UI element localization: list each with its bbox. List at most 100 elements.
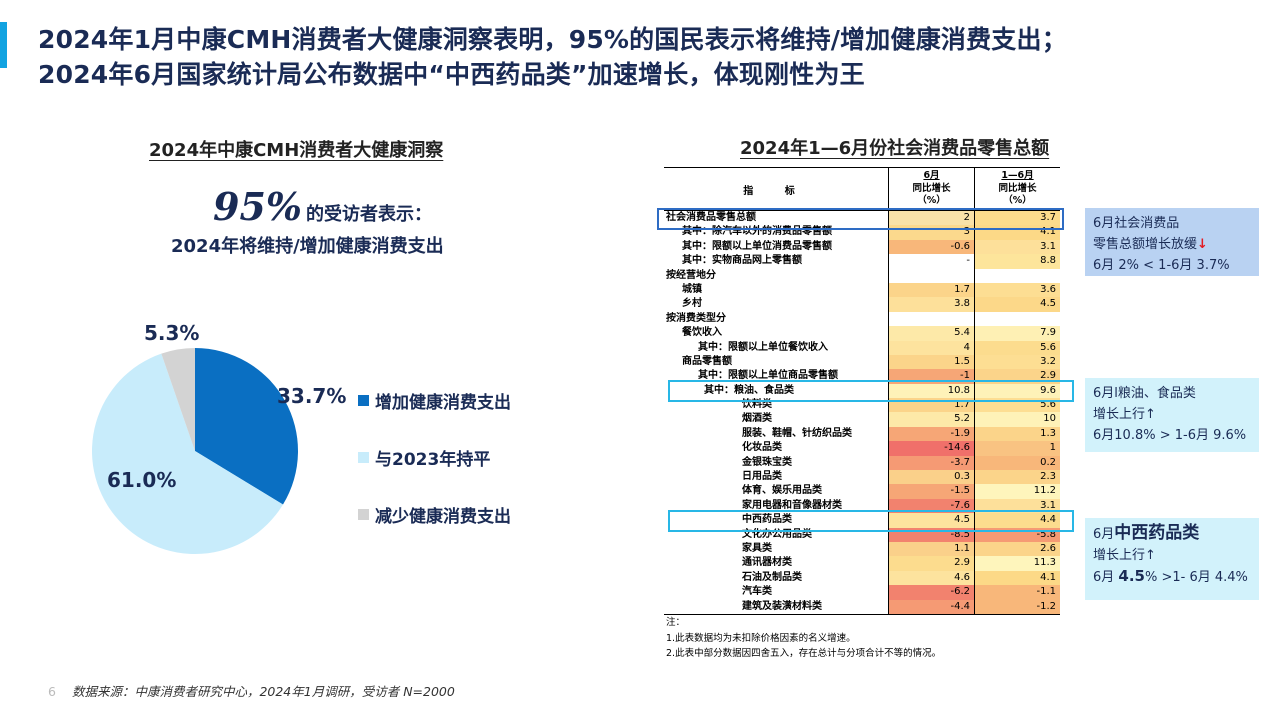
callout-1-line-2: 零售总额增长放缓↓ [1093,234,1251,255]
table-row: 体育、娱乐用品类 -1.5 11.2 [664,484,1060,499]
header-june-metric: 同比增长 [912,182,951,194]
row-h1-growth: 11.2 [974,484,1060,499]
row-h1-growth: 3.1 [974,498,1060,514]
table-row: 服装、鞋帽、针纺织品类 -1.9 1.3 [664,426,1060,442]
row-june-growth: 0.3 [888,470,974,485]
callout-3-line-3: 6月 4.5% >1- 6月 4.4% [1093,566,1251,588]
row-june-growth: -14.6 [888,441,974,456]
row-june-growth [888,268,974,283]
row-june-growth: -1.9 [888,426,974,442]
row-indicator: 其中：实物商品网上零售额 [682,255,802,267]
row-june-growth: 1.1 [888,541,974,557]
headline-stat: 95% 的受访者表示： [213,184,432,229]
table-row: 家具类 1.1 2.6 [664,541,1060,557]
row-h1-growth: 4.4 [974,513,1060,528]
row-june-growth: -3.7 [888,455,974,471]
table-row: 其中：实物商品网上零售额 -8.8 [664,254,1060,269]
row-june-growth: 10.8 [888,383,974,399]
row-h1-growth: 3.6 [974,282,1060,298]
pie-legend: 增加健康消费支出 与2023年持平 减少健康消费支出 [358,372,511,543]
header-h1-unit: （%） [1003,195,1032,206]
row-indicator: 文化办公用品类 [742,528,812,540]
row-indicator: 中西药品类 [742,514,792,526]
header-h1-metric: 同比增长 [998,182,1037,194]
row-indicator: 汽车类 [742,586,772,598]
table-row: 其中：限额以上单位消费品零售额 -0.6 3.1 [664,239,1060,255]
row-h1-growth: -1.1 [974,585,1060,600]
indicator-header: 指 标 [743,185,809,197]
row-june-growth: -6.2 [888,585,974,600]
callout-2-line-3: 6月10.8% > 1-6月 9.6% [1093,428,1247,443]
row-indicator: 金银珠宝类 [742,456,792,468]
row-june-growth: -0.6 [888,239,974,255]
row-indicator: 日用品类 [742,471,782,483]
table-row: 通讯器材类 2.9 11.3 [664,556,1060,571]
title-accent-bar [0,22,7,68]
table-row: 家用电器和音像器材类 -7.6 3.1 [664,498,1060,514]
callout-3-comparison: % >1- 6月 4.4% [1144,570,1248,585]
row-h1-growth: 10 [974,412,1060,427]
highlight-total-retail [657,208,1064,230]
table-row: 城镇 1.7 3.6 [664,282,1060,298]
row-indicator: 其中：粮油、食品类 [704,384,794,396]
page-number: 6 [48,684,56,699]
row-indicator: 按经营地分 [666,269,716,281]
row-indicator: 体育、娱乐用品类 [742,485,822,497]
row-indicator: 社会消费品零售总额 [666,212,756,223]
row-indicator: 餐饮收入 [682,327,722,339]
row-indicator: 饮料类 [742,399,772,411]
down-arrow-icon: ↓ [1197,237,1208,252]
source-text: 数据来源：中康消费者研究中心，2024年1月调研，受访者 N=2000 [71,684,455,699]
row-indicator: 烟酒类 [742,413,772,425]
table-row: 社会消费品零售总额 2 3.7 [664,211,1060,226]
legend-swatch-same [358,452,369,463]
table-row: 石油及制品类 4.6 4.1 [664,570,1060,586]
header-june-unit: （%） [917,195,946,206]
callout-1-text: 零售总额增长放缓 [1093,237,1198,252]
row-h1-growth: -1.2 [974,599,1060,614]
highlight-medicine [668,510,1074,532]
row-h1-growth: 5.6 [974,340,1060,355]
row-indicator: 城镇 [682,283,702,295]
row-indicator: 其中：限额以上单位商品零售额 [698,370,838,382]
row-h1-growth: 2.6 [974,541,1060,557]
pie-label-increase: 33.7% [277,384,346,408]
retail-sales-table: 指 标 6月 同比增长 （%） 1—6月 同比增长 （%） 社会消费品零售总额 2… [664,167,1060,615]
callout-3-category: 中西药品类 [1114,523,1200,543]
pie-slice-same [91,353,283,554]
legend-swatch-increase [358,395,369,406]
row-june-growth: 4.6 [888,570,974,586]
row-june-growth: 5.2 [888,412,974,427]
row-june-growth: 1.7 [888,282,974,298]
row-june-growth: 1.5 [888,354,974,370]
callout-3-line-2: 增长上行↑ [1093,548,1156,563]
row-indicator: 家具类 [742,542,772,554]
table-row: 商品零售额 1.5 3.2 [664,354,1060,370]
table-row: 餐饮收入 5.4 7.9 [664,326,1060,341]
row-june-growth: 5.4 [888,326,974,341]
callout-total-retail: 6月社会消费品 零售总额增长放缓↓ 6月 2% < 1-6月 3.7% [1085,208,1259,276]
row-indicator: 建筑及装潢材料类 [742,600,822,612]
table-row: 按经营地分 [664,268,1060,283]
headline-stat-subtext: 2024年将维持/增加健康消费支出 [171,236,444,257]
row-indicator: 化妆品类 [742,442,782,454]
legend-item-increase: 增加健康消费支出 [358,372,511,429]
callout-1-line-3: 6月 2% < 1-6月 3.7% [1093,258,1230,273]
pie-label-decrease: 5.3% [144,321,199,345]
row-h1-growth: 2.3 [974,470,1060,485]
table-row: 按消费类型分 [664,311,1060,327]
note-1: 1.此表数据均为未扣除价格因素的名义增速。 [666,632,856,644]
legend-label-decrease: 减少健康消费支出 [375,507,511,527]
row-june-growth: - [888,254,974,269]
row-h1-growth: 4.1 [974,570,1060,586]
row-june-growth: 2.9 [888,556,974,571]
row-indicator: 家用电器和音像器材类 [742,499,842,511]
headline-percentage: 95% [213,184,302,229]
row-h1-growth: 11.3 [974,556,1060,571]
table-row: 烟酒类 5.2 10 [664,412,1060,427]
row-june-growth: 4.5 [888,513,974,528]
row-indicator: 其中：除汽车以外的消费品零售额 [682,226,832,238]
row-h1-growth: 9.6 [974,383,1060,399]
callout-3-line-1: 6月中西药品类 [1093,523,1251,545]
row-june-growth: 3.8 [888,297,974,312]
